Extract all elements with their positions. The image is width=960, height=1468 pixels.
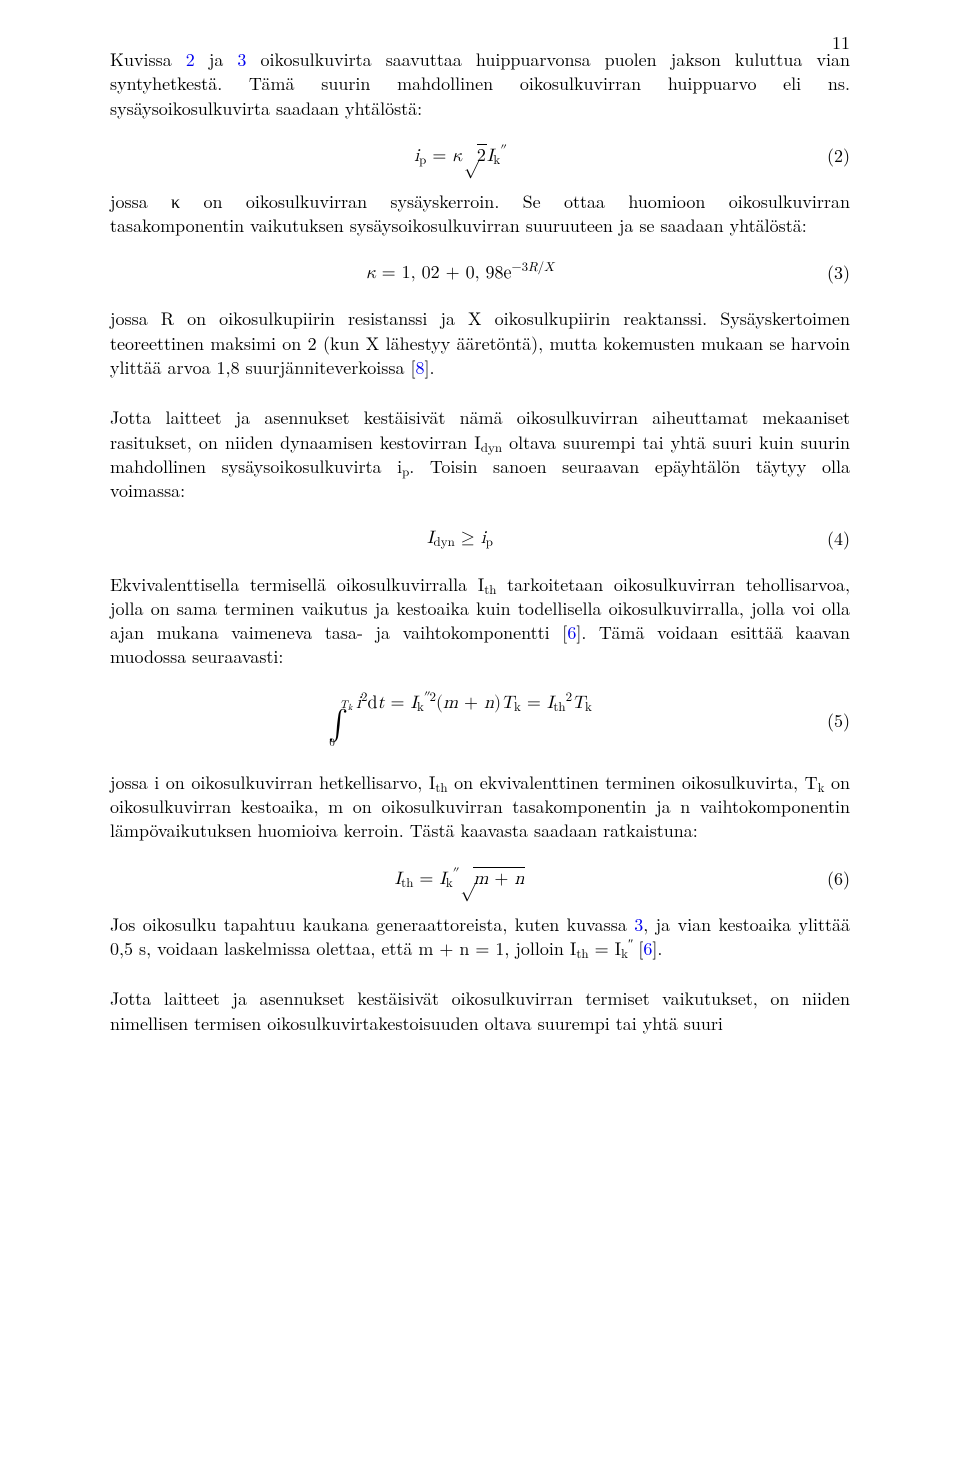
equation-6-num: (6) [810,866,850,891]
para-7-e: [ [632,936,643,961]
equation-6: Ith = Ik″m + n (6) [110,866,850,891]
page: 11 Kuvissa 2 ja 3 oikosulkuvirta saavutt… [0,0,960,1468]
para-7-f: ]. [652,936,662,961]
equation-2: ip = κ2Ik″ (2) [110,143,850,168]
para-3-b: ]. [424,355,434,380]
para-7-sub1: th [576,943,588,962]
para-7-a: Jos oikosulku tapahtuu kaukana generaatt… [110,912,634,937]
cite-ref-6b[interactable]: 6 [643,936,652,961]
fig-ref-3b[interactable]: 3 [634,912,643,937]
equation-2-body: ip = κ2Ik″ [110,144,810,167]
para-7-c: = I [589,936,622,961]
para-6-b: on ekvivalenttinen terminen oikosulkuvir… [448,770,818,795]
para-7-sub2: k [621,943,628,962]
para-1-a: Kuvissa [110,47,186,72]
equation-2-num: (2) [810,143,850,168]
equation-3-num: (3) [810,260,850,285]
equation-4-num: (4) [810,526,850,551]
equation-5-body: Tk ∫ 0 i2dt = Ik″2(m + n)Tk = Ith2Tk [110,692,810,749]
para-3: jossa R on oikosulkupiirin resistanssi j… [110,307,850,380]
para-6: jossa i on oikosulkuvirran hetkellisarvo… [110,771,850,844]
para-3-a: jossa R on oikosulkupiirin resistanssi j… [110,306,850,380]
para-1-b: ja [195,47,238,72]
para-7: Jos oikosulku tapahtuu kaukana generaatt… [110,913,850,962]
para-6-a: jossa i on oikosulkuvirran hetkellisarvo… [110,770,435,795]
equation-5: Tk ∫ 0 i2dt = Ik″2(m + n)Tk = Ith2Tk (5) [110,692,850,749]
para-1: Kuvissa 2 ja 3 oikosulkuvirta saavuttaa … [110,48,850,121]
para-4: Jotta laitteet ja asennukset kestäisivät… [110,406,850,503]
para-5-a: Ekvivalenttisella termisellä oikosulkuvi… [110,572,484,597]
para-8: Jotta laitteet ja asennukset kestäisivät… [110,987,850,1036]
equation-4: Idyn ≥ ip (4) [110,526,850,551]
para-2: jossa κ on oikosulkuvirran sysäyskerroin… [110,190,850,239]
fig-ref-2[interactable]: 2 [186,47,195,72]
equation-3-body: κ = 1, 02 + 0, 98e−3R/X [110,262,810,284]
cite-ref-6a[interactable]: 6 [567,620,576,645]
equation-4-body: Idyn ≥ ip [110,527,810,549]
equation-5-num: (5) [810,708,850,733]
page-number: 11 [832,30,850,55]
para-5: Ekvivalenttisella termisellä oikosulkuvi… [110,573,850,670]
equation-6-body: Ith = Ik″m + n [110,867,810,890]
equation-3: κ = 1, 02 + 0, 98e−3R/X (3) [110,260,850,285]
